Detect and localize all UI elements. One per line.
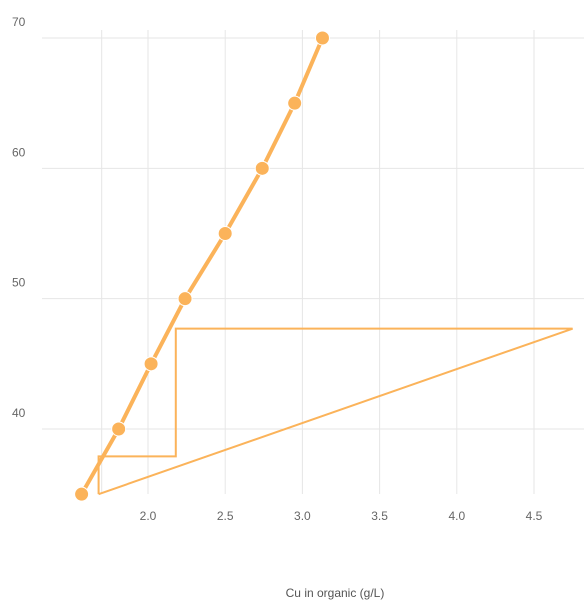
operating-line [97,327,573,496]
x-tick-label: 3.5 [371,509,388,523]
data-point [143,356,159,372]
x-tick-label: 2.5 [217,509,234,523]
grid [42,30,584,494]
data-point [217,226,233,241]
data-point [74,486,90,502]
y-tick-label: 60 [12,145,26,159]
y-axis-ticks: 40 50 60 70 [12,15,26,420]
series [74,30,573,502]
data-point [111,421,127,437]
y-tick-label: 40 [12,406,26,420]
data-point [287,95,303,111]
y-tick-label: 70 [12,15,26,29]
x-tick-label: 3.0 [294,509,311,523]
data-point [314,30,330,46]
x-axis-label: Cu in organic (g/L) [286,586,385,600]
x-tick-label: 4.0 [448,509,465,523]
y-tick-label: 50 [12,276,26,290]
data-point [254,160,270,176]
x-axis-ticks: 2.0 2.5 3.0 3.5 4.0 4.5 [140,509,543,523]
equilibrium-line [79,36,325,497]
data-point [177,291,193,307]
x-tick-label: 4.5 [526,509,543,523]
x-tick-label: 2.0 [140,509,157,523]
